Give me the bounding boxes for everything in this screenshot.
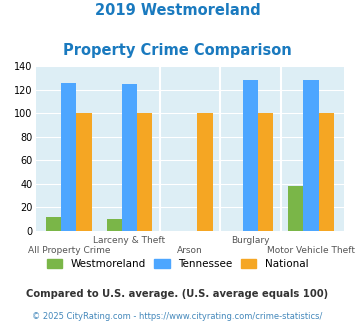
Bar [137, 113, 152, 231]
Bar [288, 186, 304, 231]
Bar [319, 113, 334, 231]
Bar [76, 113, 92, 231]
Text: Arson: Arson [177, 246, 203, 255]
Text: Larceny & Theft: Larceny & Theft [93, 236, 165, 245]
Bar [122, 84, 137, 231]
Text: Property Crime Comparison: Property Crime Comparison [63, 43, 292, 58]
Bar [61, 82, 76, 231]
Text: 2019 Westmoreland: 2019 Westmoreland [95, 3, 260, 18]
Text: © 2025 CityRating.com - https://www.cityrating.com/crime-statistics/: © 2025 CityRating.com - https://www.city… [32, 312, 323, 321]
Text: Burglary: Burglary [231, 236, 270, 245]
Bar [197, 113, 213, 231]
Bar [46, 217, 61, 231]
Bar [243, 80, 258, 231]
Text: Compared to U.S. average. (U.S. average equals 100): Compared to U.S. average. (U.S. average … [26, 289, 329, 299]
Text: All Property Crime: All Property Crime [28, 246, 110, 255]
Text: Motor Vehicle Theft: Motor Vehicle Theft [267, 246, 355, 255]
Bar [258, 113, 273, 231]
Bar [106, 219, 122, 231]
Bar [304, 80, 319, 231]
Legend: Westmoreland, Tennessee, National: Westmoreland, Tennessee, National [43, 254, 312, 273]
